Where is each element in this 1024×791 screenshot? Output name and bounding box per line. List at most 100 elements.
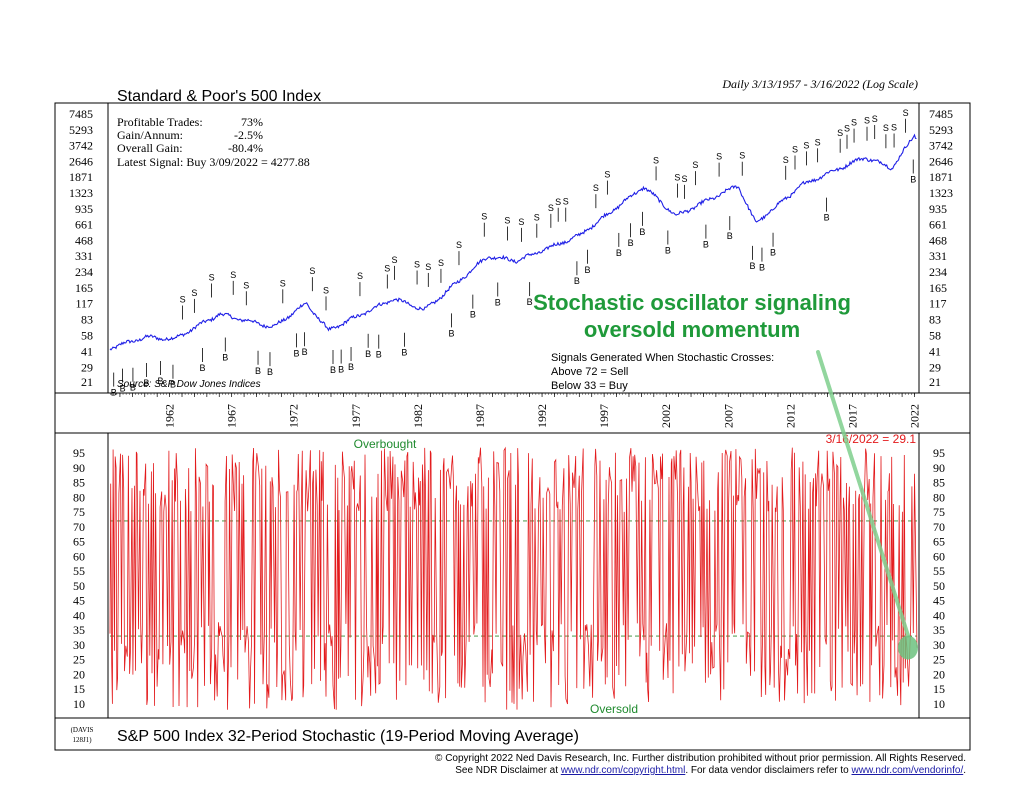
x-tick-label: 1977 bbox=[349, 404, 363, 428]
y-tick-label-left: 45 bbox=[73, 594, 85, 608]
y-tick-label-left: 234 bbox=[75, 265, 93, 279]
sell-marker: S bbox=[323, 285, 329, 295]
y-tick-label-left: 5293 bbox=[69, 123, 93, 137]
source-note: Source: S&P Dow Jones Indices bbox=[117, 379, 261, 390]
y-tick-label-left: 20 bbox=[73, 667, 85, 681]
sell-marker: S bbox=[425, 262, 431, 272]
y-tick-label-right: 10 bbox=[933, 697, 945, 711]
annotation-pointer bbox=[816, 350, 910, 638]
y-tick-label-right: 70 bbox=[933, 520, 945, 534]
y-tick-label-right: 165 bbox=[929, 281, 947, 295]
stochastic-line bbox=[109, 446, 918, 710]
y-tick-label-right: 661 bbox=[929, 218, 947, 232]
vendorinfo-link[interactable]: www.ndr.com/vendorinfo/ bbox=[851, 765, 964, 776]
buy-marker: B bbox=[910, 175, 916, 185]
y-tick-label-left: 41 bbox=[81, 344, 93, 358]
y-tick-label-right: 7485 bbox=[929, 107, 953, 121]
y-tick-label-right: 21 bbox=[929, 375, 941, 389]
y-tick-label-right: 30 bbox=[933, 638, 945, 652]
overbought-label: Overbought bbox=[354, 437, 417, 451]
sell-marker: S bbox=[692, 160, 698, 170]
x-tick-label: 1962 bbox=[163, 404, 177, 428]
sell-marker: S bbox=[653, 155, 659, 165]
latest-signal: Latest Signal: Buy 3/09/2022 = 4277.88 bbox=[117, 155, 310, 169]
x-tick-label: 1997 bbox=[597, 404, 611, 428]
buy-marker: B bbox=[628, 238, 634, 248]
sell-marker: S bbox=[209, 272, 215, 282]
y-tick-label-right: 25 bbox=[933, 653, 945, 667]
buy-marker: B bbox=[294, 348, 300, 358]
sell-marker: S bbox=[534, 213, 540, 223]
buy-marker: B bbox=[401, 348, 407, 358]
y-tick-label-left: 331 bbox=[75, 249, 93, 263]
y-tick-label-right: 1323 bbox=[929, 186, 953, 200]
buy-marker: B bbox=[111, 388, 117, 398]
y-tick-label-left: 50 bbox=[73, 579, 85, 593]
y-tick-label-right: 117 bbox=[929, 297, 947, 311]
y-tick-label-left: 60 bbox=[73, 549, 85, 563]
buy-marker: B bbox=[365, 349, 371, 359]
x-tick-label: 1982 bbox=[411, 404, 425, 428]
y-tick-label-right: 234 bbox=[929, 265, 947, 279]
y-tick-label-left: 21 bbox=[81, 375, 93, 389]
disclaimer-line: See NDR Disclaimer at www.ndr.com/copyri… bbox=[455, 765, 966, 776]
sell-marker: S bbox=[851, 118, 857, 128]
y-tick-label-right: 15 bbox=[933, 682, 945, 696]
top-panel-title: Standard & Poor's 500 Index bbox=[117, 88, 321, 105]
sell-marker: S bbox=[548, 203, 554, 213]
sell-marker: S bbox=[243, 280, 249, 290]
stat-label: Profitable Trades: bbox=[117, 115, 203, 129]
copyright-link[interactable]: www.ndr.com/copyright.html bbox=[560, 765, 686, 776]
y-tick-label-left: 83 bbox=[81, 312, 93, 326]
sp500-price-line bbox=[109, 133, 917, 351]
stat-value: -80.4% bbox=[228, 141, 263, 155]
sell-marker: S bbox=[681, 174, 687, 184]
buy-marker: B bbox=[255, 366, 261, 376]
buy-marker: B bbox=[824, 213, 830, 223]
buy-marker: B bbox=[330, 365, 336, 375]
y-tick-label-left: 2646 bbox=[69, 154, 93, 168]
bottom-panel-title: S&P 500 Index 32-Period Stochastic (19-P… bbox=[117, 728, 579, 745]
sell-marker: S bbox=[230, 270, 236, 280]
sell-marker: S bbox=[864, 116, 870, 126]
y-tick-label-left: 75 bbox=[73, 505, 85, 519]
y-tick-label-right: 41 bbox=[929, 344, 941, 358]
y-tick-label-left: 165 bbox=[75, 281, 93, 295]
y-tick-label-left: 35 bbox=[73, 623, 85, 637]
annotation-line-2: oversold momentum bbox=[584, 317, 800, 342]
sell-marker: S bbox=[357, 271, 363, 281]
signals-note: Signals Generated When Stochastic Crosse… bbox=[551, 352, 774, 364]
sell-marker: S bbox=[674, 173, 680, 183]
buy-marker: B bbox=[200, 363, 206, 373]
sell-marker: S bbox=[803, 140, 809, 150]
y-tick-label-left: 65 bbox=[73, 535, 85, 549]
y-tick-label-right: 60 bbox=[933, 549, 945, 563]
buy-marker: B bbox=[158, 376, 164, 386]
buy-marker: B bbox=[703, 240, 709, 250]
annotation-line-1: Stochastic oscillator signaling bbox=[533, 290, 851, 315]
y-tick-label-right: 35 bbox=[933, 623, 945, 637]
buy-marker: B bbox=[143, 378, 149, 388]
stat-value: 73% bbox=[241, 115, 263, 129]
y-tick-label-left: 30 bbox=[73, 638, 85, 652]
y-tick-label-right: 40 bbox=[933, 608, 945, 622]
x-tick-label: 2007 bbox=[721, 404, 735, 428]
y-tick-label-right: 50 bbox=[933, 579, 945, 593]
buy-marker: B bbox=[770, 248, 776, 258]
sell-marker: S bbox=[438, 258, 444, 268]
sell-marker: S bbox=[481, 212, 487, 222]
davis-code: 128J1) bbox=[72, 736, 92, 744]
latest-value-highlight bbox=[898, 635, 918, 660]
buy-marker: B bbox=[639, 227, 645, 237]
buy-marker: B bbox=[130, 383, 136, 393]
date-range-label: Daily 3/13/1957 - 3/16/2022 (Log Scale) bbox=[721, 77, 918, 91]
y-tick-label-right: 55 bbox=[933, 564, 945, 578]
y-tick-label-left: 117 bbox=[75, 297, 93, 311]
sell-marker: S bbox=[280, 278, 286, 288]
y-tick-label-right: 935 bbox=[929, 202, 947, 216]
sell-marker: S bbox=[456, 240, 462, 250]
y-tick-label-left: 935 bbox=[75, 202, 93, 216]
buy-marker: B bbox=[376, 350, 382, 360]
y-tick-label-left: 15 bbox=[73, 682, 85, 696]
y-tick-label-right: 85 bbox=[933, 476, 945, 490]
